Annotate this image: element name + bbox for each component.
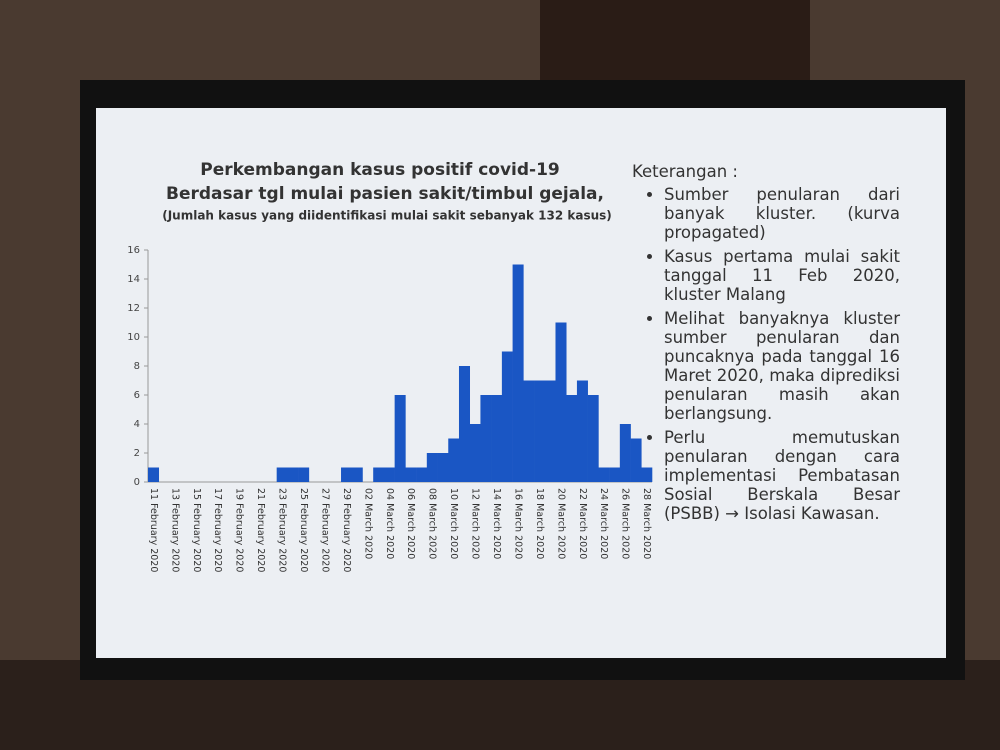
x-tick-label: 11 February 2020 [148,488,159,572]
y-tick-label: 8 [134,361,140,372]
x-tick-label: 10 March 2020 [448,488,459,559]
y-tick-label: 0 [134,477,140,488]
bar [469,424,481,482]
y-tick-label: 14 [127,274,140,285]
y-tick-label: 12 [127,303,140,314]
x-tick-label: 15 February 2020 [191,488,202,572]
bar [276,467,288,482]
x-tick-label: 23 February 2020 [277,488,288,572]
x-tick-label: 04 March 2020 [384,488,395,559]
door [540,0,810,90]
x-tick-label: 12 March 2020 [470,488,481,559]
bar [576,380,588,482]
bar [298,467,310,482]
bar [566,395,578,482]
bar [544,380,556,482]
bar [630,438,642,482]
bar [534,380,546,482]
chart-annotation: (Jumlah kasus yang diidentifikasi mulai … [162,209,612,223]
x-tick-label: 06 March 2020 [405,488,416,559]
x-tick-label: 08 March 2020 [427,488,438,559]
x-tick-label: 16 March 2020 [512,488,523,559]
x-tick-label: 29 February 2020 [341,488,352,572]
x-tick-label: 14 March 2020 [491,488,502,559]
chart-title: Perkembangan kasus positif covid-19 [200,160,560,180]
bar [458,366,471,482]
y-tick-label: 10 [127,332,140,343]
bar [448,438,460,482]
bar [351,467,363,482]
bar [383,467,395,482]
bar [341,467,353,482]
y-tick-label: 2 [134,448,140,459]
x-tick-label: 19 February 2020 [234,488,245,572]
y-tick-label: 4 [134,419,140,430]
x-tick-label: 02 March 2020 [362,488,373,559]
bar [480,395,492,482]
bar [598,467,610,482]
bar [523,380,535,482]
x-tick-label: 17 February 2020 [212,488,223,572]
y-tick-label: 16 [127,245,140,256]
bullet: Perlu memutuskan penularan dengan cara i… [664,428,900,523]
bar [394,395,406,482]
bullet: Kasus pertama mulai sakit tanggal 11 Feb… [664,247,900,304]
bar [619,424,631,482]
bar [405,467,417,482]
bar [587,395,599,482]
bar [416,467,428,482]
x-tick-label: 20 March 2020 [555,488,566,559]
side-heading: Keterangan : [632,162,738,181]
bar [501,351,513,482]
bullet: Melihat banyaknya kluster sumber penular… [664,309,900,423]
side-panel: Keterangan : Sumber penularan dari banya… [632,162,900,528]
bar [437,453,449,482]
bar [609,467,621,482]
x-tick-label: 28 March 2020 [641,488,652,559]
bar [491,395,503,482]
bar [512,264,524,482]
x-tick-label: 26 March 2020 [620,488,631,559]
bullet-list: Sumber penularan dari banyak kluster. (k… [632,185,900,523]
x-tick-label: 24 March 2020 [598,488,609,559]
bar [641,467,653,482]
x-tick-label: 25 February 2020 [298,488,309,572]
x-tick-label: 21 February 2020 [255,488,266,572]
chart-subtitle: Berdasar tgl mulai pasien sakit/timbul g… [166,184,604,204]
y-tick-label: 6 [134,390,140,401]
bullet: Sumber penularan dari banyak kluster. (k… [664,185,900,242]
x-tick-label: 13 February 2020 [169,488,180,572]
bar [426,453,438,482]
bar [287,467,299,482]
bar [148,467,160,482]
x-tick-label: 18 March 2020 [534,488,545,559]
bar [373,467,385,482]
x-tick-label: 22 March 2020 [577,488,588,559]
x-tick-label: 27 February 2020 [319,488,330,572]
bar [555,322,567,482]
